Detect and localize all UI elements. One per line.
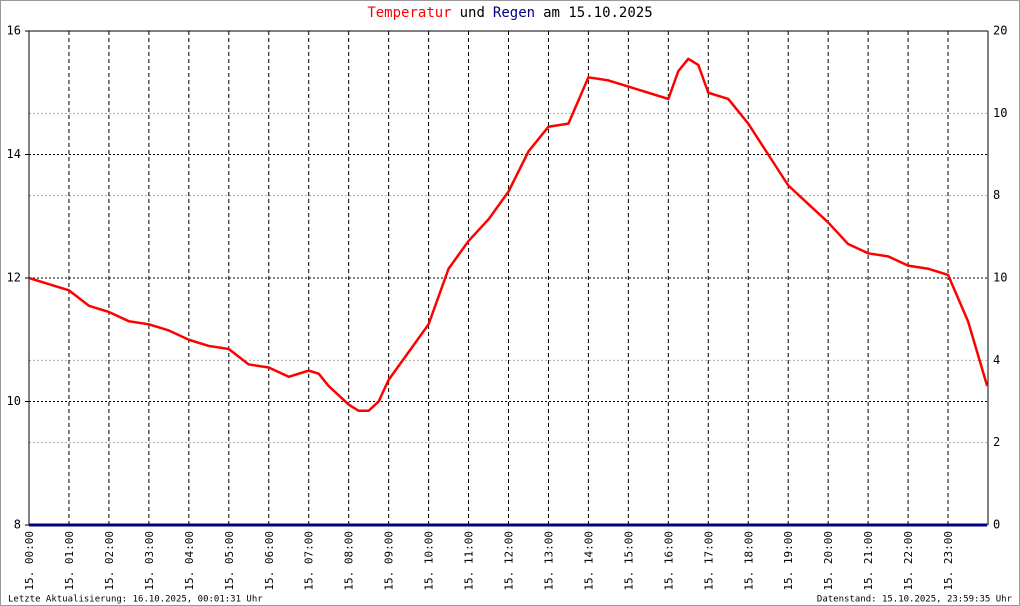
x-tick-label: 15. 19:00: [782, 531, 795, 591]
x-tick-label: 15. 11:00: [463, 531, 476, 591]
y2-tick-label: 2: [993, 435, 1000, 449]
title-part: und: [460, 5, 485, 21]
y2-tick-label: 8: [993, 188, 1000, 202]
x-tick-label: 15. 10:00: [423, 531, 436, 591]
x-tick-label: 15. 07:00: [303, 531, 316, 591]
y-tick-label: 16: [7, 24, 21, 38]
chart-title: Temperatur und Regen am 15.10.2025: [367, 5, 652, 21]
y2-tick-label: 10: [993, 271, 1007, 285]
y-tick-label: 8: [14, 518, 21, 532]
x-tick-label: 15. 00:00: [23, 531, 36, 591]
x-tick-label: 15. 06:00: [263, 531, 276, 591]
y2-tick-label: 10: [993, 106, 1007, 120]
x-tick-label: 15. 22:00: [902, 531, 915, 591]
x-tick-label: 15. 02:00: [103, 531, 116, 591]
x-tick-label: 15. 13:00: [542, 531, 555, 591]
x-tick-label: 15. 21:00: [862, 531, 875, 591]
y-tick-label: 10: [7, 394, 21, 408]
x-tick-label: 15. 14:00: [582, 531, 595, 591]
series-line: [28, 57, 989, 413]
x-tick-label: 15. 18:00: [742, 531, 755, 591]
title-part: Regen: [493, 5, 535, 21]
footer-right: Datenstand: 15.10.2025, 23:59:35 Uhr: [817, 595, 1013, 605]
x-tick-label: 15. 08:00: [343, 531, 356, 591]
y-tick-label: 14: [7, 147, 21, 161]
x-tick-label: 15. 23:00: [942, 531, 955, 591]
y2-tick-label: 0: [993, 518, 1000, 532]
x-tick-label: 15. 17:00: [702, 531, 715, 591]
x-tick-label: 15. 12:00: [503, 531, 516, 591]
x-tick-label: 15. 03:00: [143, 531, 156, 591]
footer-left: Letzte Aktualisierung: 16.10.2025, 00:01…: [8, 595, 263, 605]
x-tick-label: 15. 05:00: [223, 531, 236, 591]
x-tick-label: 15. 04:00: [183, 531, 196, 591]
x-tick-label: 15. 09:00: [383, 531, 396, 591]
x-tick-label: 15. 15:00: [622, 531, 635, 591]
title-part: am 15.10.2025: [543, 5, 653, 21]
y-tick-label: 12: [7, 271, 21, 285]
y2-tick-label: 4: [993, 353, 1000, 367]
y2-tick-label: 20: [993, 24, 1007, 38]
title-part: Temperatur: [367, 5, 451, 21]
x-tick-label: 15. 01:00: [63, 531, 76, 591]
x-tick-label: 15. 16:00: [662, 531, 675, 591]
x-tick-label: 15. 20:00: [822, 531, 835, 591]
